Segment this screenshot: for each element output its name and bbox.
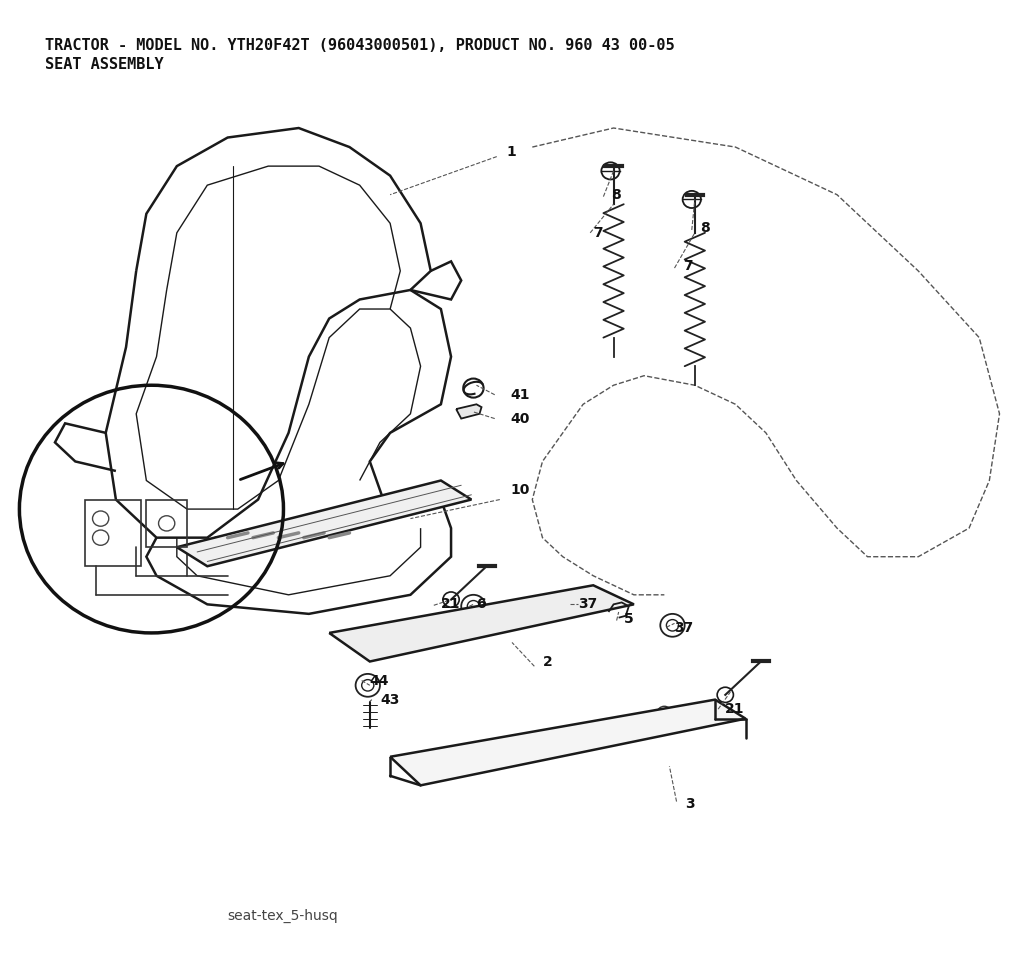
Text: 7: 7 <box>593 226 603 240</box>
Text: 6: 6 <box>476 598 486 611</box>
PathPatch shape <box>456 405 481 419</box>
PathPatch shape <box>329 585 634 661</box>
Circle shape <box>657 706 672 720</box>
Text: 3: 3 <box>685 798 694 811</box>
Text: 8: 8 <box>699 221 710 235</box>
Text: 21: 21 <box>441 598 461 611</box>
PathPatch shape <box>177 480 471 566</box>
Circle shape <box>364 637 376 648</box>
Text: 41: 41 <box>510 387 529 402</box>
Text: 43: 43 <box>380 693 399 706</box>
Text: 37: 37 <box>675 621 693 635</box>
Text: 44: 44 <box>370 674 389 687</box>
Text: 7: 7 <box>683 259 692 273</box>
Text: 37: 37 <box>578 598 597 611</box>
Circle shape <box>444 755 458 768</box>
Text: 1: 1 <box>507 145 517 159</box>
Text: seat-tex_5-husq: seat-tex_5-husq <box>227 909 338 924</box>
Circle shape <box>212 536 222 546</box>
Text: 2: 2 <box>543 654 552 669</box>
Text: 5: 5 <box>624 611 634 626</box>
Text: 40: 40 <box>510 411 529 426</box>
Text: 21: 21 <box>725 702 744 716</box>
Text: TRACTOR - MODEL NO. YTH20F42T (96043000501), PRODUCT NO. 960 43 00-05: TRACTOR - MODEL NO. YTH20F42T (960430005… <box>45 37 675 53</box>
Text: 8: 8 <box>611 187 622 202</box>
Circle shape <box>557 594 569 605</box>
Text: 10: 10 <box>510 483 529 497</box>
PathPatch shape <box>390 700 745 785</box>
Text: SEAT ASSEMBLY: SEAT ASSEMBLY <box>45 57 164 71</box>
